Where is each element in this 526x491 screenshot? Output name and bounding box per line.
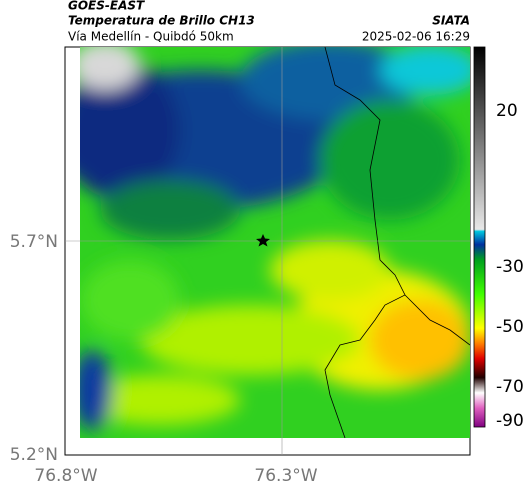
- lon-label: 76.8°W: [34, 466, 97, 486]
- region: Vía Medellín - Quibdó 50km: [68, 30, 234, 44]
- source: GOES-EAST: [68, 0, 145, 13]
- timestamp: 2025-02-06 16:29: [362, 30, 470, 44]
- agency: SIATA: [432, 14, 470, 28]
- lat-label: 5.2°N: [10, 445, 58, 465]
- location-star: [256, 234, 270, 247]
- colorbar-tick-label: -50: [496, 317, 524, 337]
- lat-label: 5.7°N: [10, 232, 58, 252]
- colorbar-tick-label: -70: [496, 377, 524, 397]
- satellite-image: [80, 47, 470, 438]
- product: Temperatura de Brillo CH13: [68, 14, 255, 28]
- colorbar-tick-label: 20: [496, 101, 518, 121]
- colorbar-tick-label: -90: [496, 411, 524, 431]
- colorbar: [473, 46, 486, 428]
- colorbar-tick-label: -30: [496, 257, 524, 277]
- lon-label: 76.3°W: [254, 466, 317, 486]
